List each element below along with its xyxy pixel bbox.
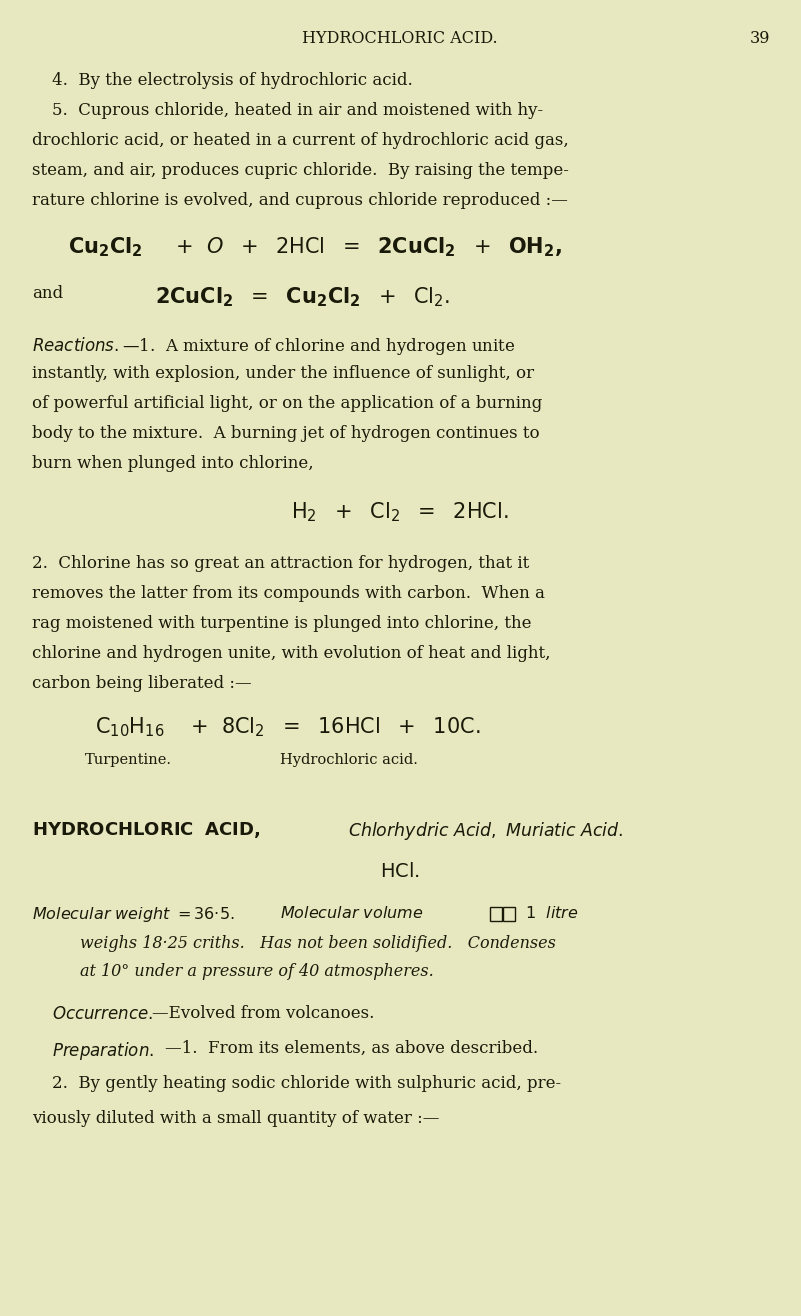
Text: $\mathbf{Cu_2Cl_2}$: $\mathbf{Cu_2Cl_2}$ xyxy=(68,236,143,259)
Text: $\mathbf{HYDROCHLORIC\ \ ACID,}$: $\mathbf{HYDROCHLORIC\ \ ACID,}$ xyxy=(32,820,260,840)
Text: at 10° under a pressure of 40 atmospheres.: at 10° under a pressure of 40 atmosphere… xyxy=(80,963,434,980)
Text: steam, and air, produces cupric chloride.  By raising the tempe-: steam, and air, produces cupric chloride… xyxy=(32,162,569,179)
Text: $\mathbf{2CuCl_2}\ \ =\ \ \mathbf{Cu_2Cl_2}\ \ +\ \ \mathrm{Cl_2.}$: $\mathbf{2CuCl_2}\ \ =\ \ \mathbf{Cu_2Cl… xyxy=(155,286,450,308)
Text: viously diluted with a small quantity of water :—: viously diluted with a small quantity of… xyxy=(32,1109,440,1126)
Text: HYDROCHLORIC ACID.: HYDROCHLORIC ACID. xyxy=(302,30,497,47)
Text: rature chlorine is evolved, and cuprous chloride reproduced :—: rature chlorine is evolved, and cuprous … xyxy=(32,192,568,209)
Text: —1.  From its elements, as above described.: —1. From its elements, as above describe… xyxy=(165,1040,538,1057)
Text: removes the latter from its compounds with carbon.  When a: removes the latter from its compounds wi… xyxy=(32,586,545,601)
Text: 4.  By the electrolysis of hydrochloric acid.: 4. By the electrolysis of hydrochloric a… xyxy=(52,72,413,89)
Text: 39: 39 xyxy=(750,30,770,47)
Text: $+\ \ \mathrm{8Cl_2}\ \ =\ \ \mathrm{16HCl}\ \ +\ \ \mathrm{10C.}$: $+\ \ \mathrm{8Cl_2}\ \ =\ \ \mathrm{16H… xyxy=(190,715,481,738)
Text: $\mathit{Preparation.}$: $\mathit{Preparation.}$ xyxy=(52,1040,155,1062)
Text: weighs 18·25 criths.   Has not been solidified.   Condenses: weighs 18·25 criths. Has not been solidi… xyxy=(80,934,556,951)
Text: $\mathit{Reactions.}$—1.  A mixture of chlorine and hydrogen unite: $\mathit{Reactions.}$—1. A mixture of ch… xyxy=(32,336,515,357)
Text: Turpentine.: Turpentine. xyxy=(85,753,172,767)
Text: of powerful artificial light, or on the application of a burning: of powerful artificial light, or on the … xyxy=(32,395,542,412)
Text: and: and xyxy=(32,286,63,301)
Text: Hydrochloric acid.: Hydrochloric acid. xyxy=(280,753,418,767)
Text: rag moistened with turpentine is plunged into chlorine, the: rag moistened with turpentine is plunged… xyxy=(32,615,532,632)
Text: $\mathrm{HCl.}$: $\mathrm{HCl.}$ xyxy=(380,862,420,880)
Text: carbon being liberated :—: carbon being liberated :— xyxy=(32,675,252,692)
Text: drochloric acid, or heated in a current of hydrochloric acid gas,: drochloric acid, or heated in a current … xyxy=(32,132,569,149)
Text: $+\ \ O\ \ +\ \ \mathrm{2HCl}\ \ =\ \ \mathbf{2CuCl_2}\ \ +\ \ \mathbf{OH_2,}$: $+\ \ O\ \ +\ \ \mathrm{2HCl}\ \ =\ \ \m… xyxy=(175,236,562,259)
Text: $\mathit{Chlorhydric\ Acid,\ Muriatic\ Acid.}$: $\mathit{Chlorhydric\ Acid,\ Muriatic\ A… xyxy=(348,820,623,842)
Text: 5.  Cuprous chloride, heated in air and moistened with hy-: 5. Cuprous chloride, heated in air and m… xyxy=(52,103,543,118)
Text: $\mathit{Occurrence.}$: $\mathit{Occurrence.}$ xyxy=(52,1005,153,1023)
Text: 2.  Chlorine has so great an attraction for hydrogen, that it: 2. Chlorine has so great an attraction f… xyxy=(32,555,529,572)
Text: $\mathit{Molecular\ weight\ =36{\cdot}5.}$: $\mathit{Molecular\ weight\ =36{\cdot}5.… xyxy=(32,905,235,924)
Text: chlorine and hydrogen unite, with evolution of heat and light,: chlorine and hydrogen unite, with evolut… xyxy=(32,645,550,662)
Text: body to the mixture.  A burning jet of hydrogen continues to: body to the mixture. A burning jet of hy… xyxy=(32,425,540,442)
Bar xyxy=(503,907,515,921)
Text: $\mathit{Molecular\ volume}$: $\mathit{Molecular\ volume}$ xyxy=(280,905,424,921)
Text: $\mathrm{C_{10}H_{16}}$: $\mathrm{C_{10}H_{16}}$ xyxy=(95,715,164,738)
Text: instantly, with explosion, under the influence of sunlight, or: instantly, with explosion, under the inf… xyxy=(32,365,534,382)
Text: $\mathrm{H_2\ \ +\ \ Cl_2\ \ =\ \ 2HCl.}$: $\mathrm{H_2\ \ +\ \ Cl_2\ \ =\ \ 2HCl.}… xyxy=(292,500,509,524)
Bar xyxy=(490,907,502,921)
Text: 2.  By gently heating sodic chloride with sulphuric acid, pre-: 2. By gently heating sodic chloride with… xyxy=(52,1075,562,1092)
Text: $\mathit{1\ \ litre}$: $\mathit{1\ \ litre}$ xyxy=(525,905,578,921)
Text: —Evolved from volcanoes.: —Evolved from volcanoes. xyxy=(152,1005,374,1023)
Text: burn when plunged into chlorine,: burn when plunged into chlorine, xyxy=(32,455,314,472)
